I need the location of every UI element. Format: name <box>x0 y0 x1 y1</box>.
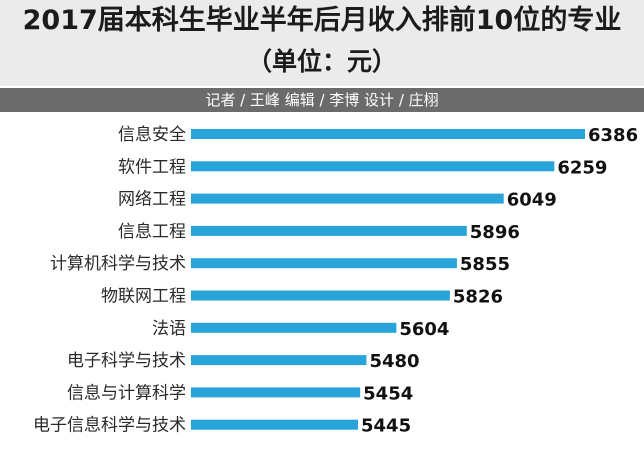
bar <box>191 225 467 236</box>
value-label: 6259 <box>557 157 607 178</box>
chart-title: 2017届本科生毕业半年后月收入排前10位的专业 <box>22 5 622 36</box>
bar <box>191 290 450 301</box>
bar <box>191 258 457 269</box>
category-label: 计算机科学与技术 <box>50 254 186 274</box>
value-label: 5826 <box>453 287 503 308</box>
category-label: 信息工程 <box>118 222 186 242</box>
value-label: 6049 <box>507 190 557 211</box>
bar <box>191 419 358 430</box>
bar <box>191 322 397 333</box>
credits-text: 记者 / 王峰 编辑 / 李博 设计 / 庄栩 <box>205 91 439 109</box>
value-label: 5855 <box>460 254 510 275</box>
bar <box>191 355 367 366</box>
value-label: 5480 <box>369 351 419 372</box>
value-label: 6386 <box>588 125 638 146</box>
bar <box>191 161 555 172</box>
title-banner: 2017届本科生毕业半年后月收入排前10位的专业 （单位：元） <box>0 0 644 86</box>
bar <box>191 387 361 398</box>
category-label: 电子信息科学与技术 <box>33 416 186 436</box>
credits-bar: 记者 / 王峰 编辑 / 李博 设计 / 庄栩 <box>0 88 644 112</box>
value-label: 5896 <box>470 222 520 243</box>
category-label: 软件工程 <box>118 157 186 177</box>
category-label: 信息安全 <box>118 125 186 145</box>
value-label: 5454 <box>363 383 413 404</box>
category-label: 物联网工程 <box>101 287 186 307</box>
bar <box>191 193 504 204</box>
category-label: 法语 <box>152 319 186 339</box>
value-label: 5604 <box>399 319 449 340</box>
category-label: 网络工程 <box>118 190 186 210</box>
chart-subtitle: （单位：元） <box>246 47 397 76</box>
category-label: 电子科学与技术 <box>67 351 186 371</box>
category-label: 信息与计算科学 <box>67 383 186 403</box>
value-label: 5445 <box>361 416 411 437</box>
bar <box>191 129 585 139</box>
